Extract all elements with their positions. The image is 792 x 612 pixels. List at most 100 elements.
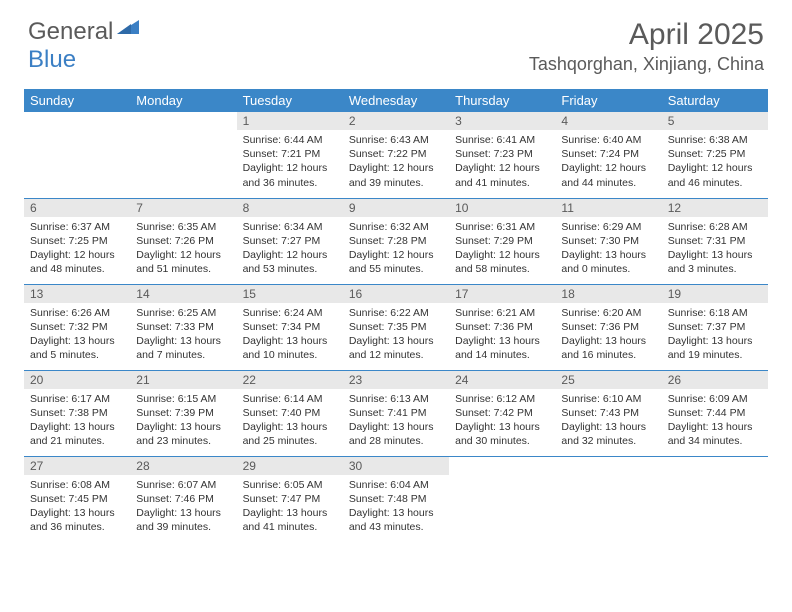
day-number: 16 xyxy=(343,285,449,303)
day-number: 25 xyxy=(555,371,661,389)
calendar-day-cell: 22Sunrise: 6:14 AMSunset: 7:40 PMDayligh… xyxy=(237,370,343,456)
calendar-day-cell: 28Sunrise: 6:07 AMSunset: 7:46 PMDayligh… xyxy=(130,456,236,542)
day-info: Sunrise: 6:31 AMSunset: 7:29 PMDaylight:… xyxy=(449,217,555,281)
brand-triangle-icon xyxy=(117,18,139,39)
day-number: 11 xyxy=(555,199,661,217)
calendar-day-cell: 9Sunrise: 6:32 AMSunset: 7:28 PMDaylight… xyxy=(343,198,449,284)
day-number: 9 xyxy=(343,199,449,217)
day-number: 29 xyxy=(237,457,343,475)
calendar-day-cell: 11Sunrise: 6:29 AMSunset: 7:30 PMDayligh… xyxy=(555,198,661,284)
day-info: Sunrise: 6:40 AMSunset: 7:24 PMDaylight:… xyxy=(555,130,661,194)
calendar-day-cell: 13Sunrise: 6:26 AMSunset: 7:32 PMDayligh… xyxy=(24,284,130,370)
day-number: 1 xyxy=(237,112,343,130)
calendar-day-cell: 26Sunrise: 6:09 AMSunset: 7:44 PMDayligh… xyxy=(662,370,768,456)
calendar-week-row: 1Sunrise: 6:44 AMSunset: 7:21 PMDaylight… xyxy=(24,112,768,198)
calendar-day-cell: 19Sunrise: 6:18 AMSunset: 7:37 PMDayligh… xyxy=(662,284,768,370)
calendar-day-cell: 3Sunrise: 6:41 AMSunset: 7:23 PMDaylight… xyxy=(449,112,555,198)
day-info: Sunrise: 6:13 AMSunset: 7:41 PMDaylight:… xyxy=(343,389,449,453)
calendar-day-cell: 12Sunrise: 6:28 AMSunset: 7:31 PMDayligh… xyxy=(662,198,768,284)
calendar-day-cell: 16Sunrise: 6:22 AMSunset: 7:35 PMDayligh… xyxy=(343,284,449,370)
day-number: 15 xyxy=(237,285,343,303)
day-info: Sunrise: 6:32 AMSunset: 7:28 PMDaylight:… xyxy=(343,217,449,281)
day-info: Sunrise: 6:44 AMSunset: 7:21 PMDaylight:… xyxy=(237,130,343,194)
day-info: Sunrise: 6:14 AMSunset: 7:40 PMDaylight:… xyxy=(237,389,343,453)
calendar-day-cell xyxy=(662,456,768,542)
calendar-week-row: 6Sunrise: 6:37 AMSunset: 7:25 PMDaylight… xyxy=(24,198,768,284)
calendar-day-cell: 18Sunrise: 6:20 AMSunset: 7:36 PMDayligh… xyxy=(555,284,661,370)
calendar-day-cell: 7Sunrise: 6:35 AMSunset: 7:26 PMDaylight… xyxy=(130,198,236,284)
calendar-day-cell: 25Sunrise: 6:10 AMSunset: 7:43 PMDayligh… xyxy=(555,370,661,456)
calendar-day-cell: 8Sunrise: 6:34 AMSunset: 7:27 PMDaylight… xyxy=(237,198,343,284)
weekday-header: Monday xyxy=(130,89,236,112)
day-info: Sunrise: 6:35 AMSunset: 7:26 PMDaylight:… xyxy=(130,217,236,281)
day-info: Sunrise: 6:26 AMSunset: 7:32 PMDaylight:… xyxy=(24,303,130,367)
calendar-week-row: 20Sunrise: 6:17 AMSunset: 7:38 PMDayligh… xyxy=(24,370,768,456)
calendar-day-cell: 24Sunrise: 6:12 AMSunset: 7:42 PMDayligh… xyxy=(449,370,555,456)
day-info: Sunrise: 6:17 AMSunset: 7:38 PMDaylight:… xyxy=(24,389,130,453)
calendar-week-row: 27Sunrise: 6:08 AMSunset: 7:45 PMDayligh… xyxy=(24,456,768,542)
day-info: Sunrise: 6:09 AMSunset: 7:44 PMDaylight:… xyxy=(662,389,768,453)
calendar-header-row: SundayMondayTuesdayWednesdayThursdayFrid… xyxy=(24,89,768,112)
day-info: Sunrise: 6:07 AMSunset: 7:46 PMDaylight:… xyxy=(130,475,236,539)
brand-logo: General xyxy=(28,18,141,46)
calendar-day-cell: 17Sunrise: 6:21 AMSunset: 7:36 PMDayligh… xyxy=(449,284,555,370)
day-number: 27 xyxy=(24,457,130,475)
brand-text-2-wrap: Blue xyxy=(28,46,76,74)
header: General April 2025 Tashqorghan, Xinjiang… xyxy=(0,0,792,83)
day-info: Sunrise: 6:37 AMSunset: 7:25 PMDaylight:… xyxy=(24,217,130,281)
title-block: April 2025 Tashqorghan, Xinjiang, China xyxy=(529,18,764,75)
day-number: 17 xyxy=(449,285,555,303)
day-info: Sunrise: 6:08 AMSunset: 7:45 PMDaylight:… xyxy=(24,475,130,539)
day-info: Sunrise: 6:43 AMSunset: 7:22 PMDaylight:… xyxy=(343,130,449,194)
calendar-day-cell: 23Sunrise: 6:13 AMSunset: 7:41 PMDayligh… xyxy=(343,370,449,456)
day-info: Sunrise: 6:28 AMSunset: 7:31 PMDaylight:… xyxy=(662,217,768,281)
calendar-body: 1Sunrise: 6:44 AMSunset: 7:21 PMDaylight… xyxy=(24,112,768,542)
calendar-day-cell: 20Sunrise: 6:17 AMSunset: 7:38 PMDayligh… xyxy=(24,370,130,456)
weekday-header: Thursday xyxy=(449,89,555,112)
calendar-day-cell: 10Sunrise: 6:31 AMSunset: 7:29 PMDayligh… xyxy=(449,198,555,284)
day-number: 20 xyxy=(24,371,130,389)
day-number: 23 xyxy=(343,371,449,389)
calendar-day-cell: 29Sunrise: 6:05 AMSunset: 7:47 PMDayligh… xyxy=(237,456,343,542)
day-number: 19 xyxy=(662,285,768,303)
brand-text-2: Blue xyxy=(28,46,76,73)
day-info: Sunrise: 6:41 AMSunset: 7:23 PMDaylight:… xyxy=(449,130,555,194)
day-number: 7 xyxy=(130,199,236,217)
day-number: 26 xyxy=(662,371,768,389)
day-info: Sunrise: 6:18 AMSunset: 7:37 PMDaylight:… xyxy=(662,303,768,367)
day-info: Sunrise: 6:34 AMSunset: 7:27 PMDaylight:… xyxy=(237,217,343,281)
month-title: April 2025 xyxy=(529,18,764,52)
calendar-day-cell: 30Sunrise: 6:04 AMSunset: 7:48 PMDayligh… xyxy=(343,456,449,542)
calendar-day-cell: 14Sunrise: 6:25 AMSunset: 7:33 PMDayligh… xyxy=(130,284,236,370)
calendar-day-cell: 4Sunrise: 6:40 AMSunset: 7:24 PMDaylight… xyxy=(555,112,661,198)
calendar-day-cell xyxy=(555,456,661,542)
day-info: Sunrise: 6:25 AMSunset: 7:33 PMDaylight:… xyxy=(130,303,236,367)
day-number: 12 xyxy=(662,199,768,217)
calendar-day-cell: 6Sunrise: 6:37 AMSunset: 7:25 PMDaylight… xyxy=(24,198,130,284)
brand-text-1: General xyxy=(28,18,113,46)
calendar-week-row: 13Sunrise: 6:26 AMSunset: 7:32 PMDayligh… xyxy=(24,284,768,370)
day-number: 13 xyxy=(24,285,130,303)
day-info: Sunrise: 6:15 AMSunset: 7:39 PMDaylight:… xyxy=(130,389,236,453)
calendar-day-cell: 5Sunrise: 6:38 AMSunset: 7:25 PMDaylight… xyxy=(662,112,768,198)
day-number: 2 xyxy=(343,112,449,130)
day-info: Sunrise: 6:05 AMSunset: 7:47 PMDaylight:… xyxy=(237,475,343,539)
day-number: 18 xyxy=(555,285,661,303)
day-number: 8 xyxy=(237,199,343,217)
day-number: 24 xyxy=(449,371,555,389)
day-number: 4 xyxy=(555,112,661,130)
day-info: Sunrise: 6:38 AMSunset: 7:25 PMDaylight:… xyxy=(662,130,768,194)
day-info: Sunrise: 6:29 AMSunset: 7:30 PMDaylight:… xyxy=(555,217,661,281)
day-info: Sunrise: 6:10 AMSunset: 7:43 PMDaylight:… xyxy=(555,389,661,453)
calendar-day-cell: 21Sunrise: 6:15 AMSunset: 7:39 PMDayligh… xyxy=(130,370,236,456)
day-info: Sunrise: 6:12 AMSunset: 7:42 PMDaylight:… xyxy=(449,389,555,453)
calendar-day-cell: 2Sunrise: 6:43 AMSunset: 7:22 PMDaylight… xyxy=(343,112,449,198)
day-number: 22 xyxy=(237,371,343,389)
day-info: Sunrise: 6:04 AMSunset: 7:48 PMDaylight:… xyxy=(343,475,449,539)
weekday-header: Friday xyxy=(555,89,661,112)
day-info: Sunrise: 6:21 AMSunset: 7:36 PMDaylight:… xyxy=(449,303,555,367)
calendar-day-cell: 1Sunrise: 6:44 AMSunset: 7:21 PMDaylight… xyxy=(237,112,343,198)
day-info: Sunrise: 6:22 AMSunset: 7:35 PMDaylight:… xyxy=(343,303,449,367)
day-number: 3 xyxy=(449,112,555,130)
weekday-header: Saturday xyxy=(662,89,768,112)
